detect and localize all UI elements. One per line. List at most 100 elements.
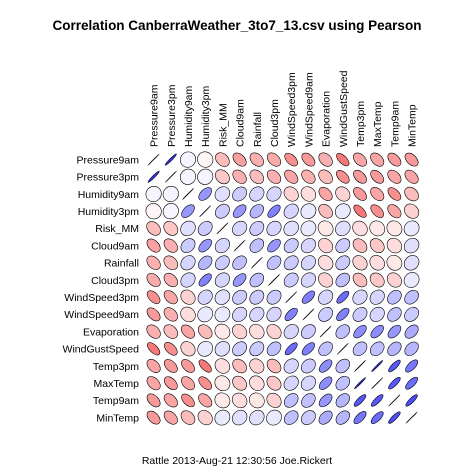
- cell-maxtemp-temp9am: [388, 377, 401, 390]
- cell-rainfall-windspeed9am: [300, 255, 316, 271]
- cell-humidity3pm-windspeed9am: [300, 203, 317, 220]
- cell-humidity3pm-temp3pm: [353, 204, 367, 218]
- cell-cloud9am-pressure9am: [146, 238, 161, 253]
- cell-risk-mm-pressure3pm: [163, 221, 179, 236]
- cell-humidity3pm-windspeed3pm: [283, 203, 299, 219]
- cell-rainfall-risk-mm: [215, 255, 230, 271]
- chart-footer: Rattle 2013-Aug-21 12:30:56 Joe.Rickert: [141, 455, 333, 467]
- cell-temp9am-temp9am: [388, 394, 401, 407]
- cell-temp9am-cloud9am: [231, 392, 248, 409]
- cell-humidity9am-cloud3pm: [266, 186, 282, 202]
- row-label-temp9am: Temp9am: [93, 395, 139, 407]
- cell-windspeed3pm-evaporation: [318, 289, 334, 305]
- cell-cloud3pm-humidity9am: [180, 272, 196, 288]
- cell-pressure3pm-humidity9am: [179, 168, 197, 185]
- cell-mintemp-mintemp: [405, 411, 418, 424]
- col-label-windgustspeed: WindGustSpeed: [338, 70, 350, 147]
- cell-mintemp-humidity9am: [180, 410, 196, 425]
- cell-evaporation-cloud9am: [232, 324, 248, 340]
- cell-pressure9am-humidity3pm: [197, 151, 214, 168]
- cell-pressure9am-maxtemp: [370, 152, 385, 167]
- cell-windspeed9am-temp3pm: [352, 307, 368, 322]
- cell-maxtemp-windgustspeed: [335, 375, 351, 391]
- cell-windgustspeed-evaporation: [318, 341, 333, 357]
- cell-rainfall-rainfall: [250, 256, 263, 269]
- cell-temp9am-windgustspeed: [335, 393, 350, 408]
- row-label-cloud9am: Cloud9am: [91, 240, 139, 252]
- cell-cloud3pm-temp3pm: [352, 272, 368, 288]
- cell-humidity3pm-temp9am: [387, 204, 402, 219]
- cell-pressure3pm-risk-mm: [215, 169, 230, 185]
- cell-temp9am-pressure3pm: [163, 393, 178, 408]
- cell-cloud9am-humidity9am: [180, 238, 196, 253]
- cell-temp9am-evaporation: [318, 393, 333, 408]
- cell-risk-mm-risk-mm: [216, 222, 229, 235]
- cell-maxtemp-cloud9am: [232, 375, 247, 391]
- cell-windgustspeed-rainfall: [249, 341, 265, 357]
- cell-maxtemp-risk-mm: [214, 375, 231, 392]
- cell-evaporation-pressure9am: [146, 324, 161, 339]
- col-label-risk-mm: Risk_MM: [217, 103, 229, 147]
- cell-evaporation-mintemp: [404, 324, 419, 339]
- cell-pressure3pm-pressure9am: [147, 170, 160, 183]
- cell-rainfall-cloud3pm: [266, 255, 282, 271]
- cell-humidity3pm-humidity3pm: [199, 205, 212, 218]
- cell-cloud9am-cloud9am: [233, 239, 246, 252]
- cell-rainfall-cloud9am: [232, 255, 247, 271]
- cell-pressure9am-temp3pm: [353, 152, 367, 167]
- cell-cloud9am-risk-mm: [214, 238, 230, 254]
- cell-risk-mm-cloud3pm: [266, 220, 282, 236]
- cell-temp3pm-evaporation: [318, 359, 333, 373]
- cell-risk-mm-humidity9am: [180, 220, 196, 237]
- cell-cloud3pm-pressure9am: [146, 272, 161, 288]
- cell-cloud3pm-risk-mm: [214, 272, 230, 288]
- cell-windgustspeed-maxtemp: [369, 341, 385, 357]
- cell-evaporation-humidity3pm: [197, 324, 213, 339]
- cell-cloud9am-temp3pm: [352, 238, 368, 253]
- row-label-windgustspeed: WindGustSpeed: [63, 344, 140, 356]
- cell-mintemp-windspeed9am: [301, 410, 316, 425]
- cell-windspeed9am-pressure9am: [146, 307, 161, 322]
- cell-maxtemp-evaporation: [318, 376, 333, 390]
- cell-pressure3pm-windspeed3pm: [284, 169, 299, 184]
- cell-windgustspeed-risk-mm: [214, 341, 231, 357]
- cell-evaporation-evaporation: [319, 325, 332, 338]
- cell-cloud3pm-maxtemp: [369, 272, 385, 288]
- cell-temp3pm-windspeed3pm: [283, 358, 299, 374]
- cell-rainfall-temp9am: [386, 254, 403, 271]
- col-label-evaporation: Evaporation: [321, 91, 333, 147]
- cell-mintemp-windspeed3pm: [283, 410, 299, 425]
- cell-maxtemp-cloud3pm: [266, 375, 282, 391]
- cell-cloud9am-maxtemp: [369, 238, 385, 253]
- cell-pressure3pm-windgustspeed: [336, 170, 350, 184]
- cell-windspeed9am-maxtemp: [369, 306, 385, 322]
- cell-windgustspeed-mintemp: [404, 341, 419, 356]
- cell-temp3pm-temp3pm: [354, 360, 366, 372]
- cell-risk-mm-evaporation: [317, 220, 334, 237]
- cell-humidity9am-cloud9am: [232, 186, 247, 202]
- cell-rainfall-mintemp: [403, 255, 420, 271]
- cell-humidity3pm-cloud3pm: [267, 204, 281, 218]
- cell-pressure3pm-temp9am: [387, 169, 402, 184]
- cell-windgustspeed-pressure3pm: [164, 342, 178, 356]
- cell-risk-mm-windspeed3pm: [283, 220, 299, 237]
- cell-pressure9am-pressure9am: [147, 153, 160, 166]
- col-label-cloud3pm: Cloud3pm: [269, 99, 281, 147]
- cell-evaporation-windspeed3pm: [283, 324, 299, 340]
- column-labels: Pressure9am Pressure3pm Humidity9am Humidit…: [149, 70, 419, 147]
- cell-pressure3pm-cloud3pm: [266, 169, 282, 184]
- cell-mintemp-rainfall: [249, 409, 265, 426]
- cell-pressure9am-temp9am: [387, 152, 402, 167]
- cell-evaporation-pressure3pm: [163, 324, 179, 339]
- cell-evaporation-rainfall: [249, 323, 265, 340]
- cell-windspeed3pm-temp3pm: [352, 289, 368, 305]
- cell-cloud9am-windspeed9am: [300, 238, 316, 254]
- cell-temp9am-pressure9am: [146, 393, 161, 408]
- cell-evaporation-windspeed9am: [301, 324, 316, 339]
- row-label-maxtemp: MaxTemp: [93, 378, 139, 390]
- correlation-cells: [145, 151, 420, 426]
- cell-humidity9am-mintemp: [404, 186, 419, 202]
- cell-risk-mm-maxtemp: [369, 220, 386, 237]
- cell-maxtemp-maxtemp: [371, 377, 384, 390]
- cell-windgustspeed-cloud3pm: [266, 341, 282, 357]
